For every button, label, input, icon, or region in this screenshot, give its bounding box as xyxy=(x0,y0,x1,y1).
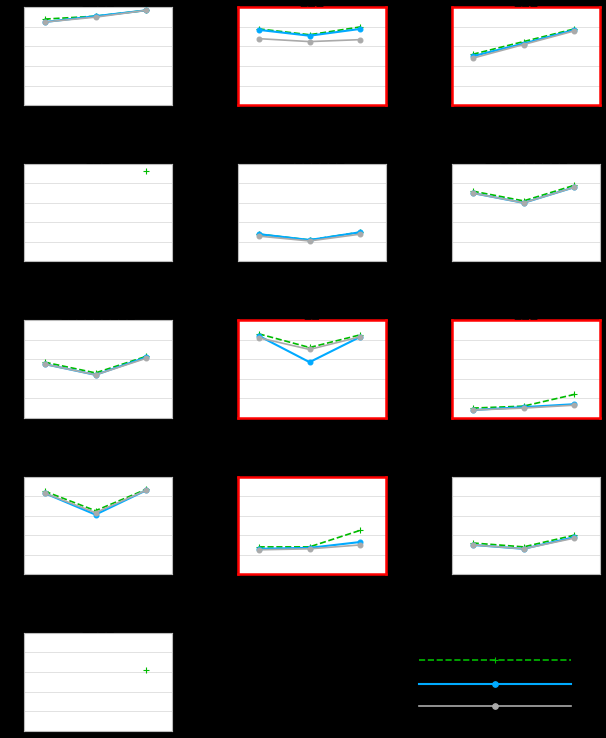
Text: H 27: H 27 xyxy=(85,115,105,124)
Text: R元: R元 xyxy=(141,115,152,124)
Title: モンシロチョウの仲間: モンシロチョウの仲間 xyxy=(484,150,568,164)
Title: ホタル: ホタル xyxy=(513,306,539,320)
Text: (年度): (年度) xyxy=(574,594,589,601)
Title: コオロギ: コオロギ xyxy=(81,619,115,633)
Text: H 27: H 27 xyxy=(85,427,105,437)
Text: (年度): (年度) xyxy=(361,438,375,444)
Text: H 22: H 22 xyxy=(463,427,482,437)
Text: H 27: H 27 xyxy=(85,272,105,280)
Title: カエル: カエル xyxy=(299,0,325,7)
Text: (年度): (年度) xyxy=(574,438,589,444)
Text: R元: R元 xyxy=(569,115,580,124)
Title: タンポポ: タンポポ xyxy=(81,0,115,7)
Text: (%): (%) xyxy=(411,318,425,327)
Title: アゲハチョウの仲間: アゲハチョウの仲間 xyxy=(61,306,136,320)
Text: H 22: H 22 xyxy=(463,584,482,593)
Title: セミ: セミ xyxy=(304,306,321,320)
Text: R元: R元 xyxy=(141,584,152,593)
Text: R元: R元 xyxy=(569,272,580,280)
Text: R元: R元 xyxy=(355,115,366,124)
Text: R元: R元 xyxy=(355,427,366,437)
Text: H 27: H 27 xyxy=(85,584,105,593)
Text: (%): (%) xyxy=(197,5,211,15)
Text: H 22: H 22 xyxy=(463,272,482,280)
Text: (%): (%) xyxy=(411,5,425,15)
Text: H 22: H 22 xyxy=(249,584,268,593)
Text: H 27: H 27 xyxy=(514,272,533,280)
Text: R元: R元 xyxy=(141,427,152,437)
Text: H 27: H 27 xyxy=(300,427,319,437)
Text: H 22: H 22 xyxy=(35,427,55,437)
Title: ツバメ: ツバメ xyxy=(513,0,539,7)
Title: トンボ: トンボ xyxy=(85,463,111,477)
Text: H 22: H 22 xyxy=(249,115,268,124)
Text: H 22: H 22 xyxy=(249,427,268,437)
Title: カブトムシ・クワガタムシ: カブトムシ・クワガタムシ xyxy=(262,463,362,477)
Text: R元: R元 xyxy=(569,427,580,437)
Text: (年度): (年度) xyxy=(574,281,589,288)
Text: H 27: H 27 xyxy=(300,272,319,280)
Text: H 27: H 27 xyxy=(300,115,319,124)
Text: (%): (%) xyxy=(411,162,425,170)
Text: R元: R元 xyxy=(355,272,366,280)
Text: (年度): (年度) xyxy=(147,281,161,288)
Text: H 27: H 27 xyxy=(514,115,533,124)
Text: H 27: H 27 xyxy=(300,584,319,593)
Text: H 27: H 27 xyxy=(514,427,533,437)
Text: (年度): (年度) xyxy=(361,125,375,131)
Text: (年度): (年度) xyxy=(147,125,161,131)
Title: カッコウの鳴き声: カッコウの鳴き声 xyxy=(279,150,345,164)
Text: (%): (%) xyxy=(197,162,211,170)
Text: (%): (%) xyxy=(197,475,211,483)
Title: ウマオイの鳴き声: ウマオイの鳴き声 xyxy=(493,463,559,477)
Text: H 22: H 22 xyxy=(35,272,55,280)
Text: R元: R元 xyxy=(355,584,366,593)
Text: R元: R元 xyxy=(141,272,152,280)
Text: (%): (%) xyxy=(197,318,211,327)
Text: (年度): (年度) xyxy=(361,281,375,288)
Text: H 22: H 22 xyxy=(249,272,268,280)
Text: (%): (%) xyxy=(411,475,425,483)
Title: スズメ: スズメ xyxy=(85,150,111,164)
Text: R元: R元 xyxy=(569,584,580,593)
Text: H 22: H 22 xyxy=(35,115,55,124)
Text: (年度): (年度) xyxy=(147,594,161,601)
Text: (年度): (年度) xyxy=(574,125,589,131)
Text: (年度): (年度) xyxy=(361,594,375,601)
Text: H 22: H 22 xyxy=(35,584,55,593)
Text: H 22: H 22 xyxy=(463,115,482,124)
Text: (年度): (年度) xyxy=(147,438,161,444)
Text: H 27: H 27 xyxy=(514,584,533,593)
